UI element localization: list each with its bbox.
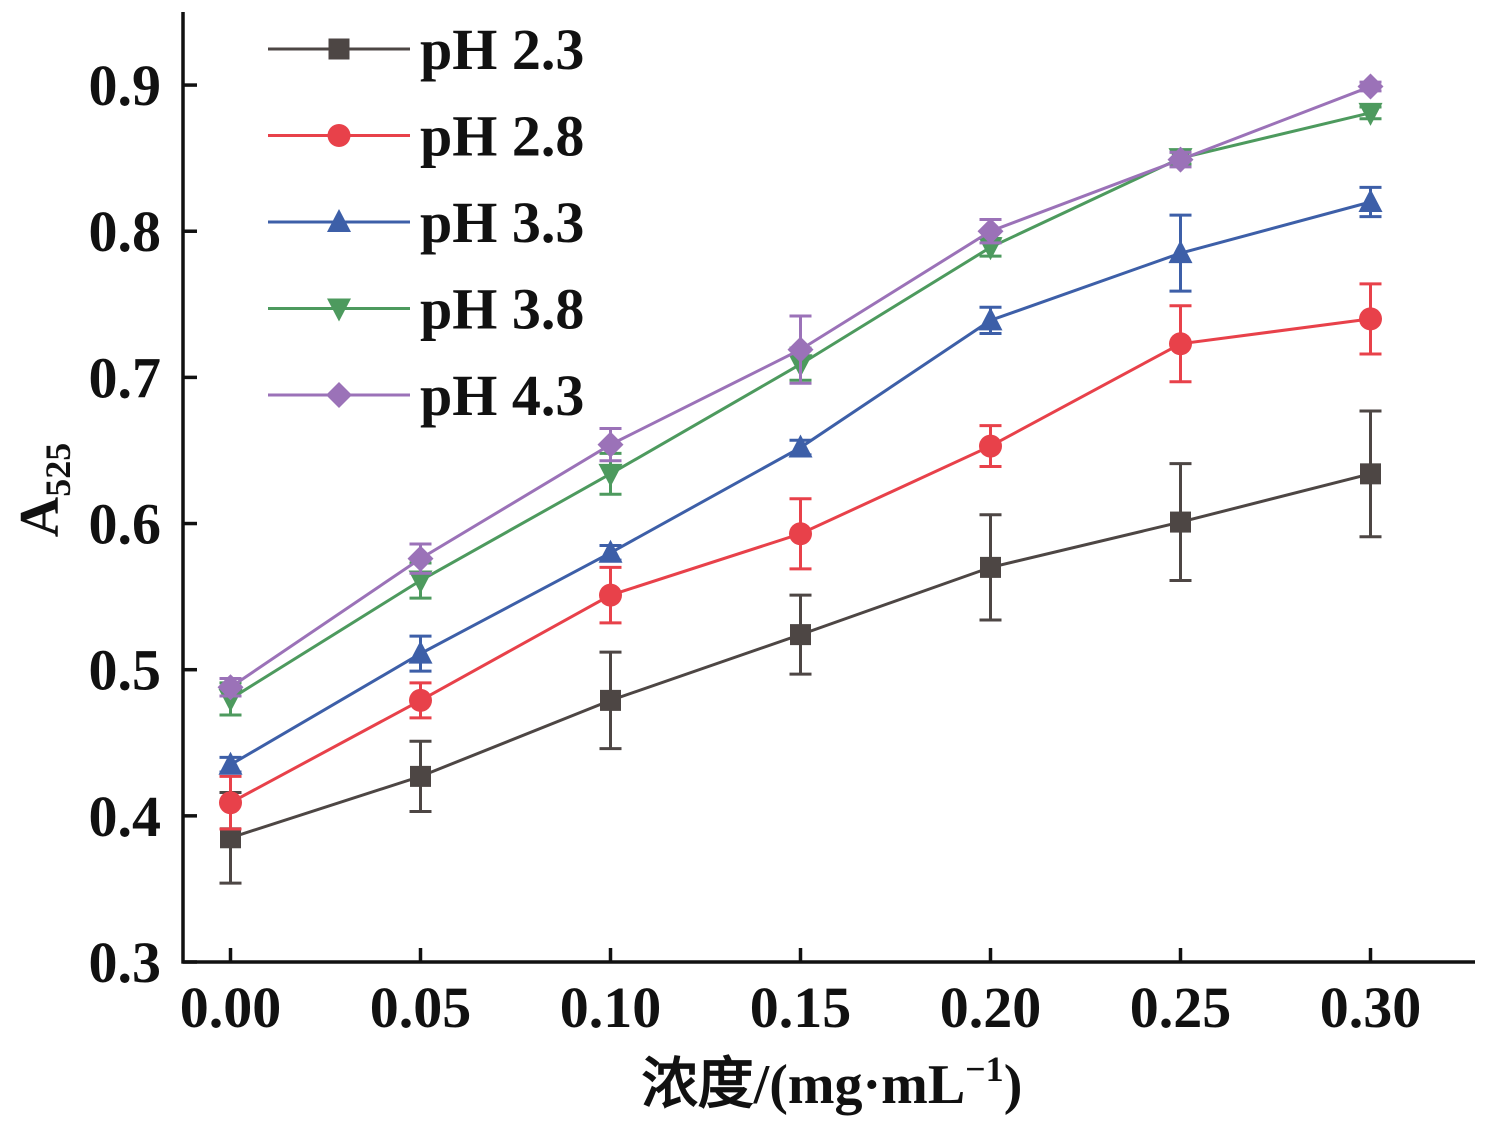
data-point [1357,73,1384,100]
y-tick-label: 0.8 [89,199,162,264]
legend-item: pH 4.3 [268,363,584,428]
legend-label: pH 3.3 [420,190,584,255]
x-axis-label-sup: −1 [965,1049,1004,1089]
x-tick-label: 0.30 [1320,975,1422,1040]
data-point [408,640,433,664]
legend: pH 2.3 pH 2.8 pH 3.3 pH 3.8 pH 4.3 [268,17,584,428]
x-tick-label: 0.05 [370,975,472,1040]
data-point [220,827,241,849]
x-tick-label: 0.10 [560,975,662,1040]
series-ph-2.8 [219,282,1382,831]
data-point [1360,463,1381,485]
y-axis-label-main: A [9,496,71,537]
data-point [218,751,243,775]
x-axis-label-close: ) [1004,1054,1023,1116]
legend-label: pH 2.8 [420,104,584,169]
series-ph-4.3 [217,73,1384,701]
y-axis-label-sub: 525 [38,443,78,497]
series-line [229,200,1371,766]
legend-marker [327,124,351,147]
x-axis-label: 浓度/(mg·mL−1) [642,1049,1023,1116]
data-point [789,522,812,546]
x-axis-label-main: 浓度/(mg·mL [642,1054,966,1116]
data-point [597,431,624,458]
data-point [217,674,244,701]
legend-item: pH 3.3 [268,190,584,255]
x-tick-label: 0.25 [1130,975,1232,1040]
x-tick-label: 0.00 [180,975,282,1040]
data-point [980,556,1001,578]
y-tick-label: 0.5 [89,638,162,703]
legend-marker [327,209,351,232]
data-point [1169,332,1192,356]
y-axis-label: A525 [9,443,78,537]
data-point [787,336,814,363]
data-point [1170,511,1191,533]
legend-label: pH 2.3 [420,17,584,82]
data-point [1358,189,1383,212]
data-point [1168,240,1193,264]
series-ph-3.3 [218,185,1383,775]
data-point [598,463,623,487]
data-point [977,218,1004,245]
data-point [407,545,434,572]
data-point [1359,307,1382,331]
data-point [1358,102,1383,126]
legend-item: pH 3.8 [268,277,584,342]
data-point [408,570,433,594]
data-point [600,689,621,711]
data-point [788,434,813,458]
y-tick-label: 0.9 [89,53,162,118]
legend-marker [327,298,351,322]
data-point [409,688,432,712]
legend-marker [328,38,350,60]
legend-marker [326,382,352,408]
axis-lines [181,12,1475,964]
data-point [979,434,1002,458]
x-tick-label: 0.15 [750,975,852,1040]
data-point [410,765,431,787]
y-tick-label: 0.3 [89,930,162,995]
legend-item: pH 2.3 [268,17,584,82]
data-point [790,624,811,646]
plot-area [217,73,1384,885]
y-tick-label: 0.7 [89,345,162,410]
legend-item: pH 2.8 [268,104,584,169]
x-tick-label: 0.20 [940,975,1042,1040]
y-tick-label: 0.4 [89,784,162,849]
axes: 0.3 0.4 0.5 0.6 0.7 0.8 0.9 0.00 0.05 0.10 0.15 0.2… [89,12,1475,1040]
y-tick-label: 0.6 [89,492,162,557]
data-point [1167,146,1194,173]
legend-label: pH 3.8 [420,277,584,342]
data-point [599,583,622,607]
data-point [978,307,1003,331]
data-point [598,539,623,563]
legend-label: pH 4.3 [420,363,584,428]
data-point [219,791,242,815]
series-ph-2.3 [219,409,1382,885]
